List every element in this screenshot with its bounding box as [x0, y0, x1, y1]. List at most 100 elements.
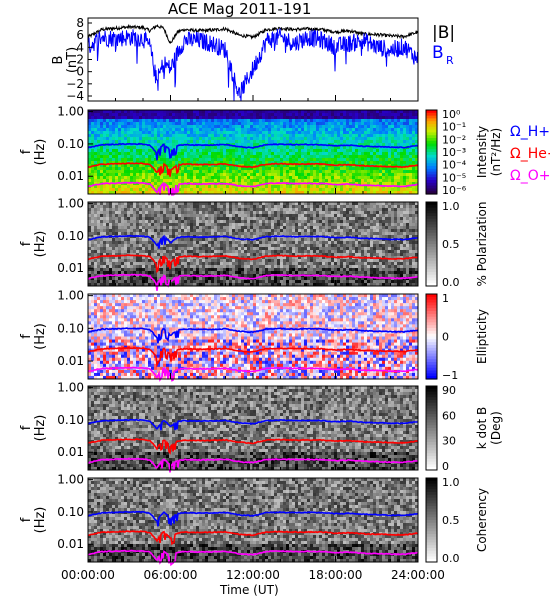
gyro-curve-0 [87, 234, 419, 249]
colorbar-swatch [426, 453, 437, 457]
y-axis-label: f [19, 334, 34, 339]
colorbar-swatch [426, 280, 437, 284]
colorbar-swatch [426, 508, 437, 513]
colorbar-frame [425, 477, 438, 563]
series-line-0 [87, 23, 419, 45]
legend-entry: R [446, 54, 454, 67]
x-axis-label: Time (UT) [220, 583, 279, 597]
y-tick-label: 6 [76, 28, 84, 42]
colorbar-swatch [426, 283, 437, 287]
colorbar-swatch [426, 330, 437, 335]
y-tick-label: 0.10 [57, 413, 84, 427]
colorbar-tick-label: 10⁻¹ [442, 121, 466, 134]
colorbar-swatch [426, 359, 437, 363]
colorbar-swatch [426, 436, 437, 440]
y-tick-label: 4 [76, 40, 84, 54]
x-tick-label: 24:00:00 [391, 568, 445, 582]
colorbar-swatch [426, 294, 437, 298]
colorbar-swatch [426, 550, 437, 555]
x-tick-label: 00:00:00 [61, 568, 115, 582]
x-tick-label: 18:00:00 [309, 568, 363, 582]
colorbar-swatch [426, 241, 437, 245]
y-tick-label: 0.01 [57, 261, 84, 275]
colorbar-swatch [426, 425, 437, 429]
colorbar-label: (nT²/Hz) [489, 128, 503, 176]
colorbar-tick-label: 0 [442, 460, 449, 473]
colorbar-swatch [426, 185, 437, 189]
colorbar-tick-label: 10⁻⁵ [442, 171, 466, 184]
colorbar-swatch [426, 126, 437, 131]
colorbar-swatch [426, 138, 437, 142]
colorbar-swatch [426, 140, 437, 145]
colorbar-swatch [426, 115, 437, 119]
colorbar-swatch [426, 364, 437, 369]
colorbar-swatch [426, 218, 437, 223]
colorbar-swatch [426, 391, 437, 395]
y-tick-label: 0 [76, 65, 84, 79]
gyro-curve-0 [87, 327, 419, 344]
colorbar-swatch [426, 277, 437, 281]
colorbar-swatch [426, 135, 437, 139]
y-tick-label: 0.01 [57, 445, 84, 459]
colorbar-label: Ellipticity [475, 309, 489, 364]
colorbar-swatch [426, 414, 437, 418]
colorbar-swatch [426, 258, 437, 262]
colorbar-swatch [426, 408, 437, 412]
colorbar-swatch [426, 489, 437, 493]
colorbar-swatch [426, 333, 437, 338]
colorbar-swatch [426, 207, 437, 211]
colorbar-swatch [426, 132, 437, 136]
colorbar-label: k dot B [475, 407, 489, 449]
colorbar-swatch [426, 149, 437, 153]
colorbar-swatch [426, 227, 437, 231]
colorbar-frame [425, 109, 438, 195]
colorbar-swatch [426, 545, 437, 549]
colorbar-swatch [426, 154, 437, 159]
colorbar-swatch [426, 430, 437, 435]
colorbar-swatch [426, 556, 437, 560]
colorbar-swatch [426, 299, 437, 304]
colorbar-tick-label: 10⁻² [442, 133, 466, 146]
colorbar-swatch [426, 246, 437, 251]
colorbar-swatch [426, 168, 437, 173]
colorbar-swatch [426, 260, 437, 265]
colorbar-swatch [426, 480, 437, 485]
y-tick-label: 0.10 [57, 137, 84, 151]
colorbar-swatch [426, 163, 437, 167]
y-axis-label: (Hz) [33, 323, 48, 350]
colorbar-swatch [426, 347, 437, 352]
colorbar-swatch [426, 517, 437, 521]
gyro-curve-1 [87, 530, 419, 546]
colorbar-swatch [426, 204, 437, 209]
colorbar-swatch [426, 520, 437, 524]
colorbar-swatch [426, 419, 437, 423]
y-tick-label: 0.10 [57, 505, 84, 519]
gyro-curve-2 [87, 273, 419, 291]
colorbar-tick-label: 30 [442, 435, 456, 448]
colorbar-label: (Deg) [489, 411, 503, 445]
curve-label: Ω_He+ [510, 146, 550, 162]
colorbar-swatch [426, 252, 437, 256]
x-tick-label: 06:00:00 [144, 568, 198, 582]
colorbar-tick-label: 0.5 [442, 238, 460, 251]
colorbar-swatch [426, 269, 437, 273]
y-axis-label: (Hz) [33, 139, 48, 166]
colorbar-swatch [426, 336, 437, 340]
colorbar-swatch [426, 235, 437, 239]
legend-entry: B [432, 43, 444, 63]
colorbar-swatch [426, 531, 437, 535]
y-axis-label: B [51, 56, 66, 65]
colorbar-swatch [426, 511, 437, 515]
colorbar-swatch [426, 514, 437, 518]
colorbar-swatch [426, 353, 437, 357]
colorbar-swatch [426, 232, 437, 237]
colorbar-swatch [426, 542, 437, 546]
colorbar-tick-label: 0 [442, 331, 449, 344]
colorbar-tick-label: 60 [442, 409, 456, 422]
colorbar-swatch [426, 274, 437, 279]
colorbar-swatch [426, 328, 437, 332]
colorbar-swatch [426, 230, 437, 234]
colorbar-swatch [426, 478, 437, 482]
colorbar-swatch [426, 433, 437, 437]
